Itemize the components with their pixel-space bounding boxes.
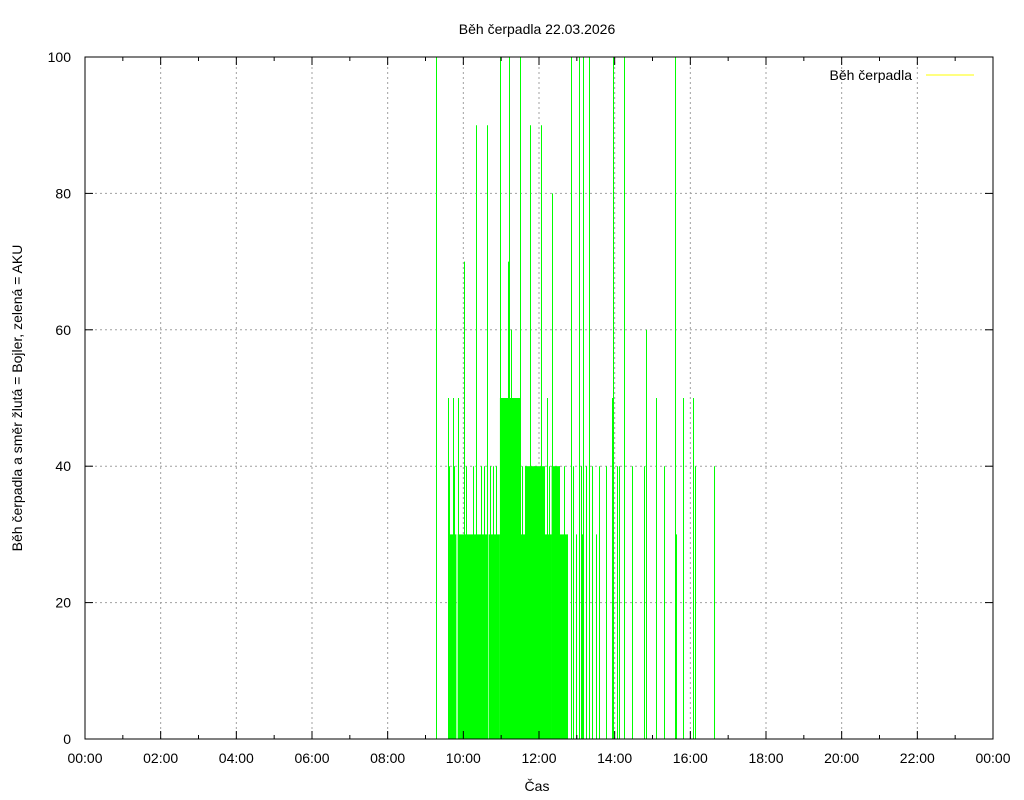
- x-tick-label: 04:00: [219, 750, 254, 766]
- y-axis-label: Běh čerpadla a směr žlutá = Bojler, zele…: [9, 245, 25, 552]
- x-tick-label: 00:00: [975, 750, 1010, 766]
- axis-ticks: [84, 56, 994, 740]
- legend: Běh čerpadla: [829, 67, 974, 83]
- x-tick-label: 08:00: [370, 750, 405, 766]
- y-tick-label: 20: [55, 595, 71, 611]
- x-tick-label: 02:00: [143, 750, 178, 766]
- x-tick-label: 06:00: [294, 750, 329, 766]
- x-tick-label: 00:00: [67, 750, 102, 766]
- grid: [85, 57, 993, 739]
- y-tick-label: 80: [55, 185, 71, 201]
- x-axis-tick-labels: 00:00 02:00 04:00 06:00 08:00 10:00 12:00 14:00…: [67, 750, 1010, 766]
- x-tick-label: 18:00: [748, 750, 783, 766]
- y-tick-label: 0: [63, 731, 71, 747]
- x-tick-label: 12:00: [521, 750, 556, 766]
- x-tick-label: 20:00: [824, 750, 859, 766]
- x-tick-label: 22:00: [900, 750, 935, 766]
- x-tick-label: 14:00: [597, 750, 632, 766]
- data-block: [488, 534, 500, 739]
- data-block: [457, 534, 488, 739]
- x-axis-label: Čas: [525, 778, 550, 794]
- data-block: [449, 534, 457, 739]
- y-tick-label: 40: [55, 458, 71, 474]
- x-tick-label: 16:00: [673, 750, 708, 766]
- data-series-aku: [436, 57, 715, 739]
- x-tick-label: 10:00: [446, 750, 481, 766]
- y-axis-tick-labels: 0 20 40 60 80 100: [48, 49, 72, 747]
- y-tick-label: 100: [48, 49, 72, 65]
- y-tick-label: 60: [55, 322, 71, 338]
- legend-label: Běh čerpadla: [829, 67, 912, 83]
- chart-title: Běh čerpadla 22.03.2026: [459, 21, 616, 37]
